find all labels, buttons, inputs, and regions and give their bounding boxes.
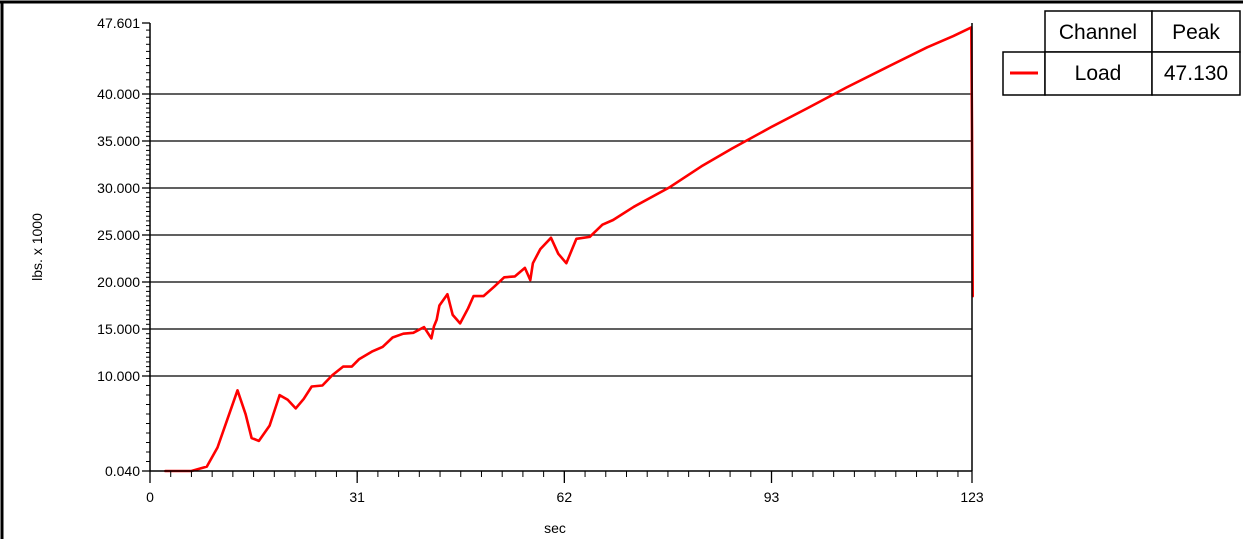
y-tick-label: 10.000 <box>97 368 140 384</box>
legend-header-peak: Peak <box>1172 21 1220 44</box>
legend-channel-load: Load <box>1075 62 1122 85</box>
y-tick-label: 35.000 <box>97 133 140 149</box>
series-group <box>164 26 975 473</box>
x-tick-labels: 0 31 62 93 123 <box>146 471 984 505</box>
legend-header-channel: Channel <box>1059 21 1137 44</box>
y-tick-label: 0.040 <box>105 463 140 479</box>
y-tick-label: 40.000 <box>97 86 140 102</box>
y-tick-label: 30.000 <box>97 180 140 196</box>
legend-table: Channel Peak Load 47.130 <box>1002 10 1241 96</box>
y-minor-ticks <box>146 29 150 462</box>
y-tick-label: 20.000 <box>97 274 140 290</box>
x-tick-label: 31 <box>349 489 365 505</box>
x-minor-ticks <box>149 471 959 477</box>
x-axis-title: sec <box>544 520 566 536</box>
legend-peak-cell <box>1151 51 1241 96</box>
legend-header-peak-cell <box>1151 10 1241 53</box>
legend-channel-cell <box>1044 51 1153 96</box>
legend-peak-value: 47.130 <box>1164 62 1228 85</box>
y-tick-label: 15.000 <box>97 321 140 337</box>
y-tick-labels: 0.040 10.000 15.000 20.000 25.000 30.000 35.00… <box>97 15 150 479</box>
y-tick-label: 25.000 <box>97 227 140 243</box>
y-axis-title: lbs. x 1000 <box>29 213 45 281</box>
series-line-load <box>164 26 975 473</box>
x-tick-label: 123 <box>960 489 984 505</box>
x-tick-label: 93 <box>764 489 780 505</box>
y-tick-label: 47.601 <box>97 15 140 31</box>
x-tick-label: 62 <box>557 489 573 505</box>
x-tick-label: 0 <box>146 489 154 505</box>
